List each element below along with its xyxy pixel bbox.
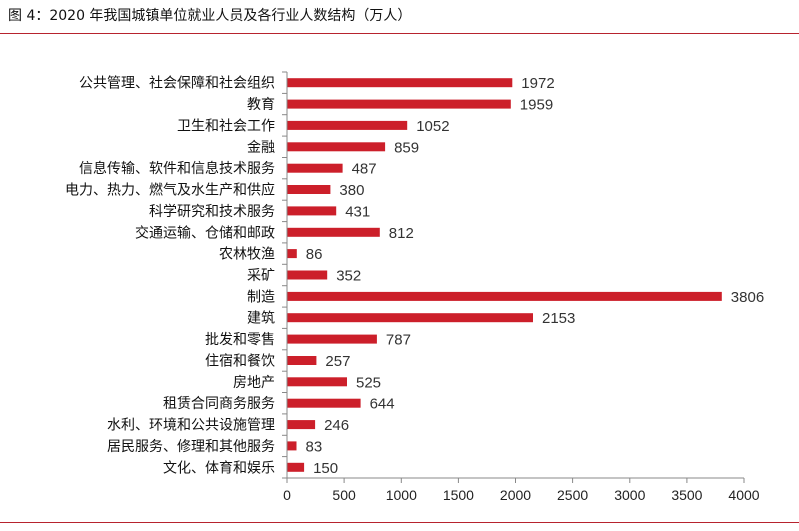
bar <box>287 142 386 152</box>
category-label: 教育 <box>247 97 275 113</box>
bar <box>287 377 347 387</box>
value-label: 150 <box>313 460 338 477</box>
bar <box>287 185 331 194</box>
bar <box>287 398 361 408</box>
value-label: 644 <box>370 396 395 413</box>
x-tick-label: 1500 <box>443 487 474 503</box>
chart-title: 图 4：2020 年我国城镇单位就业人员及各行业人数结构（万人） <box>8 8 412 24</box>
category-label: 卫生和社会工作 <box>177 118 275 134</box>
bar <box>287 163 343 173</box>
value-label: 431 <box>345 203 370 220</box>
x-tick-label: 2500 <box>557 487 588 503</box>
bar <box>287 420 316 430</box>
footer-rule <box>0 522 799 523</box>
x-tick-label: 2000 <box>500 487 531 503</box>
bar <box>287 227 380 237</box>
value-label: 787 <box>386 332 411 349</box>
value-label: 859 <box>394 139 419 156</box>
value-label: 1959 <box>520 97 553 114</box>
x-tick-label: 3000 <box>614 487 645 503</box>
x-tick-label: 4000 <box>728 487 759 503</box>
bar <box>287 120 408 130</box>
bar <box>287 249 297 259</box>
value-label: 380 <box>339 182 364 199</box>
category-label: 农林牧渔 <box>219 247 275 263</box>
value-label: 525 <box>356 374 381 391</box>
bar <box>287 441 297 451</box>
value-label: 1052 <box>416 118 449 135</box>
category-label: 科学研究和技术服务 <box>149 204 275 220</box>
value-label: 83 <box>306 438 323 455</box>
x-tick-label: 3500 <box>671 487 702 503</box>
bar <box>287 356 317 365</box>
bar <box>287 334 377 344</box>
value-label: 2153 <box>542 310 575 327</box>
x-tick-label: 0 <box>283 487 291 503</box>
category-label: 文化、体育和娱乐 <box>163 460 275 476</box>
title-rule <box>0 33 799 34</box>
bar <box>287 462 305 472</box>
bar <box>287 270 328 280</box>
bar <box>287 291 722 301</box>
category-label: 房地产 <box>233 375 275 391</box>
category-label: 金融 <box>247 140 275 156</box>
category-label: 电力、热力、燃气及水生产和供应 <box>65 182 275 199</box>
value-label: 352 <box>336 268 361 285</box>
category-label: 建筑 <box>247 311 275 327</box>
category-label: 信息传输、软件和信息技术服务 <box>79 160 275 177</box>
x-tick-label: 1000 <box>386 487 417 503</box>
value-label: 257 <box>325 353 350 370</box>
value-label: 487 <box>352 161 377 178</box>
value-label: 3806 <box>731 289 764 306</box>
bar <box>287 313 533 323</box>
value-label: 812 <box>389 225 414 242</box>
category-label: 住宿和餐饮 <box>205 353 275 370</box>
category-label: 交通运输、仓储和邮政 <box>135 224 275 241</box>
category-label: 采矿 <box>247 268 275 284</box>
category-label: 公共管理、社会保障和社会组织 <box>79 76 275 92</box>
category-label: 批发和零售 <box>205 332 275 348</box>
value-label: 1972 <box>521 75 554 92</box>
value-label: 86 <box>306 246 323 263</box>
bar <box>287 206 337 216</box>
bar <box>287 99 511 109</box>
category-label: 水利、环境和公共设施管理 <box>107 418 275 434</box>
x-tick-label: 500 <box>332 487 356 503</box>
bar <box>287 78 513 88</box>
category-label: 租赁合同商务服务 <box>163 396 275 412</box>
category-label: 居民服务、修理和其他服务 <box>107 439 275 455</box>
category-label: 制造 <box>247 289 275 305</box>
value-label: 246 <box>324 417 349 434</box>
